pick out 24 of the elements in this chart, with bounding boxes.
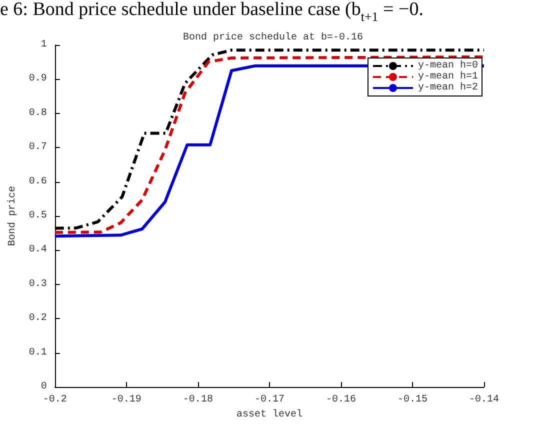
y-tick-label: 0.3 bbox=[28, 278, 47, 290]
y-tick-label: 0.2 bbox=[28, 313, 47, 324]
x-tick-label: -0.18 bbox=[182, 394, 213, 406]
legend-label: y-mean h=2 bbox=[418, 82, 478, 94]
y-axis-title: Bond price bbox=[6, 186, 18, 246]
y-tick-label: 0.7 bbox=[28, 142, 47, 154]
y-tick-label: 0.8 bbox=[28, 108, 47, 119]
legend-label: y-mean h=0 bbox=[418, 60, 478, 72]
y-tick-label: 0.5 bbox=[28, 210, 47, 222]
x-axis-title: asset level bbox=[236, 408, 302, 420]
x-tick-label: -0.19 bbox=[111, 394, 142, 406]
y-tick-label: 0.6 bbox=[28, 176, 47, 188]
x-tick-label: -0.14 bbox=[468, 394, 500, 406]
y-tick-label: 0.4 bbox=[28, 244, 47, 256]
x-tick-label: -0.15 bbox=[397, 394, 428, 406]
x-tick-label: -0.2 bbox=[42, 394, 67, 406]
y-tick-label: 0.9 bbox=[28, 74, 47, 85]
x-tick-label: -0.17 bbox=[254, 394, 284, 406]
y-tick-label: 0.1 bbox=[28, 347, 47, 358]
chart-title: Bond price schedule at b=-0.16 bbox=[182, 32, 364, 44]
legend-label: y-mean h=1 bbox=[418, 70, 478, 82]
y-tick-label: 1 bbox=[40, 40, 47, 50]
y-tick-label: 0 bbox=[40, 382, 47, 392]
x-tick-label: -0.16 bbox=[326, 394, 356, 406]
